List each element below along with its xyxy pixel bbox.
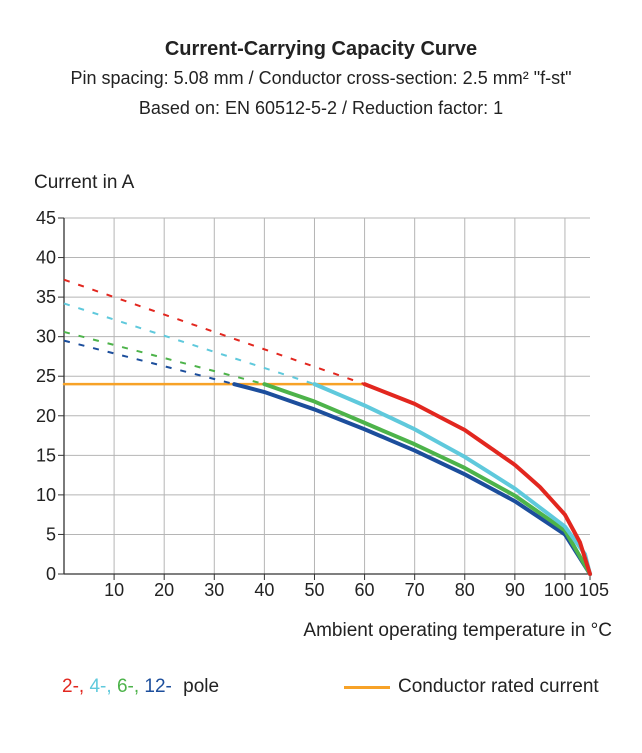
y-tick-label-5: 5 [46, 524, 56, 544]
x-axis-label: Ambient operating temperature in °C [303, 620, 612, 641]
x-tick-label-50: 50 [304, 580, 324, 600]
x-tick-label-90: 90 [505, 580, 525, 600]
x-tick-label-30: 30 [204, 580, 224, 600]
series-line-4 [312, 382, 592, 576]
series-dashed-12 [63, 339, 235, 386]
y-tick-label-0: 0 [46, 564, 56, 584]
series-line-2 [362, 382, 592, 576]
y-tick-label-15: 15 [36, 445, 56, 465]
series-dashed-6 [63, 330, 265, 386]
legend-rated-swatch [344, 685, 390, 689]
legend-poles: 2-, 4-, 6-, 12- pole [62, 676, 219, 698]
legend-pole-2: 2-, [62, 676, 85, 697]
y-tick-label-30: 30 [36, 327, 56, 347]
y-tick-label-40: 40 [36, 248, 56, 268]
x-tick-label-10: 10 [104, 580, 124, 600]
legend-pole-4: 4-, [89, 676, 112, 697]
y-tick-label-35: 35 [36, 287, 56, 307]
legend-pole-suffix: pole [183, 676, 220, 697]
legend-pole-12: 12- [144, 676, 172, 697]
x-tick-label-80: 80 [455, 580, 475, 600]
y-tick-label-20: 20 [36, 406, 56, 426]
y-tick-label-45: 45 [36, 208, 56, 228]
y-axis-label: Current in A [34, 172, 135, 193]
x-tick-label-105: 105 [579, 580, 609, 600]
x-tick-label-100: 100 [544, 580, 574, 600]
x-tick-label-60: 60 [355, 580, 375, 600]
legend-rated: Conductor rated current [344, 676, 599, 698]
chart-title: Current-Carrying Capacity Curve [164, 38, 478, 60]
y-tick-label-10: 10 [36, 485, 56, 505]
x-tick-label-70: 70 [405, 580, 425, 600]
chart-subtitle-1: Pin spacing: 5.08 mm / Conductor cross-s… [70, 68, 572, 88]
series-line-6 [262, 382, 592, 576]
series-line-12 [232, 382, 592, 576]
x-tick-label-40: 40 [254, 580, 274, 600]
legend-pole-6: 6-, [116, 676, 140, 697]
chart-subtitle-2: Based on: EN 60512-5-2 / Reduction facto… [138, 98, 504, 118]
x-tick-label-20: 20 [154, 580, 174, 600]
y-tick-label-25: 25 [36, 366, 56, 386]
legend-rated-label: Conductor rated current [398, 676, 599, 697]
series-dashed-4 [63, 302, 315, 386]
